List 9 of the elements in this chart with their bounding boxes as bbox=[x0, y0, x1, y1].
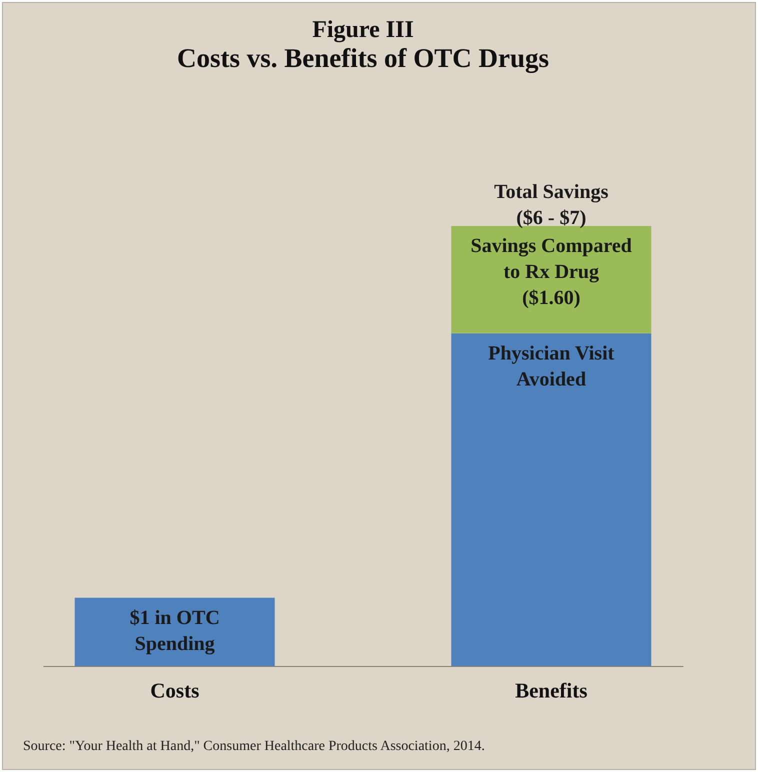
x-tick-label: Costs bbox=[150, 678, 200, 702]
series-label: $1 in OTC Spending bbox=[130, 606, 220, 655]
chart-subtitle: Costs vs. Benefits of OTC Drugs bbox=[176, 43, 550, 73]
chart-title: Figure III bbox=[312, 17, 414, 43]
source-note: Source: "Your Health at Hand," Consumer Healthcare Products Association, 2014. bbox=[23, 739, 485, 755]
annotation: Total Savings ($6 - $7) bbox=[494, 181, 609, 229]
series-label: Physician Visit Avoided bbox=[488, 342, 615, 390]
series-label: Savings Compared to Rx Drug ($1.60) bbox=[470, 235, 632, 309]
x-tick-label: Benefits bbox=[515, 678, 588, 702]
